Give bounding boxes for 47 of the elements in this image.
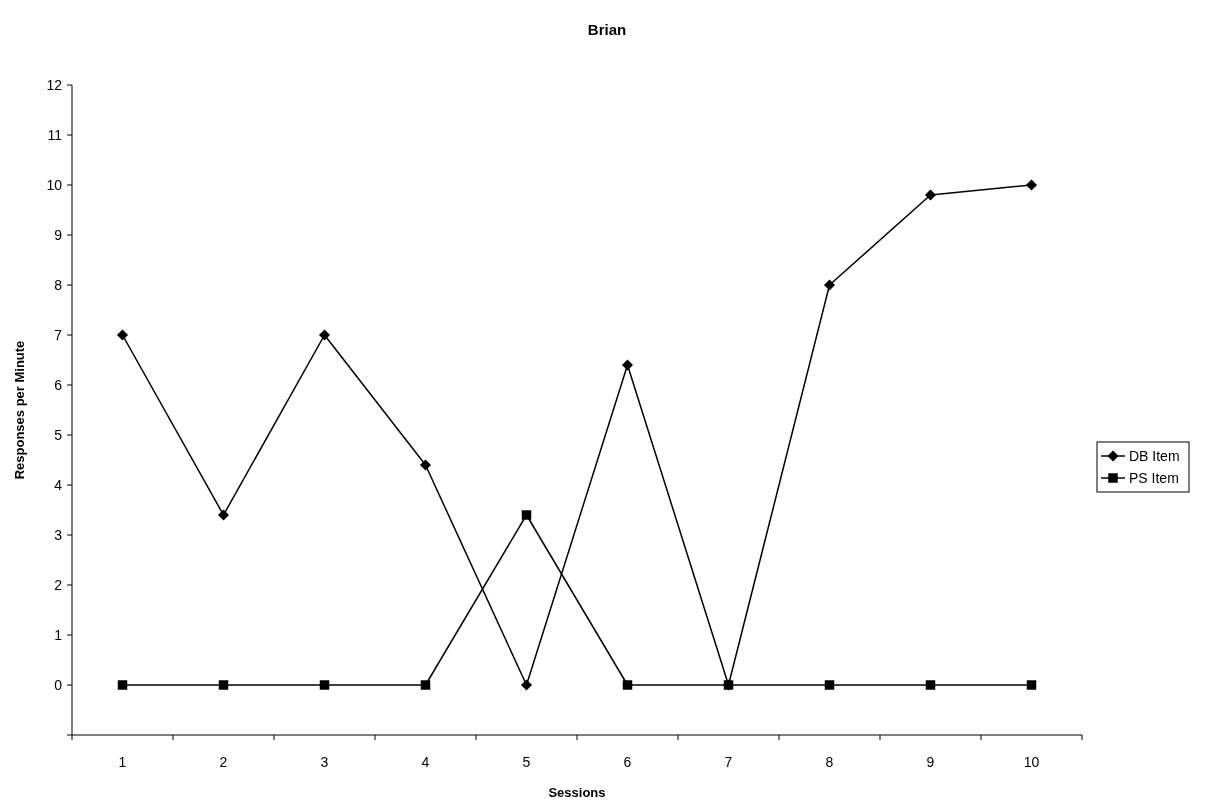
y-tick-label: 10 [46, 176, 63, 193]
y-tick-label: 3 [54, 526, 63, 543]
y-tick-label: 2 [54, 576, 63, 593]
point [217, 509, 230, 521]
point [117, 680, 128, 690]
y-tick-label: 0 [54, 676, 63, 693]
y-tick-label: 9 [54, 226, 63, 243]
point [419, 459, 432, 471]
x-tick-label: 6 [623, 754, 632, 770]
x-tick-label: 4 [421, 754, 430, 770]
y-tick-label: 5 [54, 426, 63, 443]
point [824, 680, 835, 690]
x-tick-label: 8 [825, 754, 834, 770]
point [621, 359, 634, 371]
chart-title: Brian [587, 21, 627, 38]
point [925, 680, 936, 690]
legend-label: DB Item [1129, 447, 1180, 464]
point [520, 679, 533, 691]
y-tick-label: 12 [46, 76, 63, 93]
x-tick-label: 9 [926, 754, 935, 770]
x-tick-label: 5 [522, 754, 531, 770]
x-tick-label: 1 [118, 754, 127, 770]
x-tick-label: 7 [724, 754, 733, 770]
point [420, 680, 431, 690]
legend-label: PS Item [1129, 469, 1179, 486]
point [924, 189, 937, 201]
y-tick-label: 1 [54, 626, 63, 643]
point [521, 510, 532, 520]
y-tick-label: 8 [54, 276, 63, 293]
y-tick-label: 11 [47, 126, 63, 143]
x-tick-label: 2 [219, 754, 228, 770]
point [319, 680, 330, 690]
y-axis-title: Responses per Minute [12, 340, 27, 480]
y-tick-label: 7 [54, 326, 63, 343]
point [723, 680, 734, 690]
y-tick-label: 6 [54, 376, 63, 393]
point [116, 329, 129, 341]
x-tick-label: 3 [320, 754, 329, 770]
y-tick-label: 4 [54, 476, 63, 493]
point [318, 329, 331, 341]
point [1026, 680, 1037, 690]
point [1025, 179, 1038, 191]
x-axis-title: Sessions [548, 785, 606, 800]
point [622, 680, 633, 690]
x-tick-label: 10 [1023, 754, 1040, 770]
point [823, 279, 836, 291]
point [218, 680, 229, 690]
